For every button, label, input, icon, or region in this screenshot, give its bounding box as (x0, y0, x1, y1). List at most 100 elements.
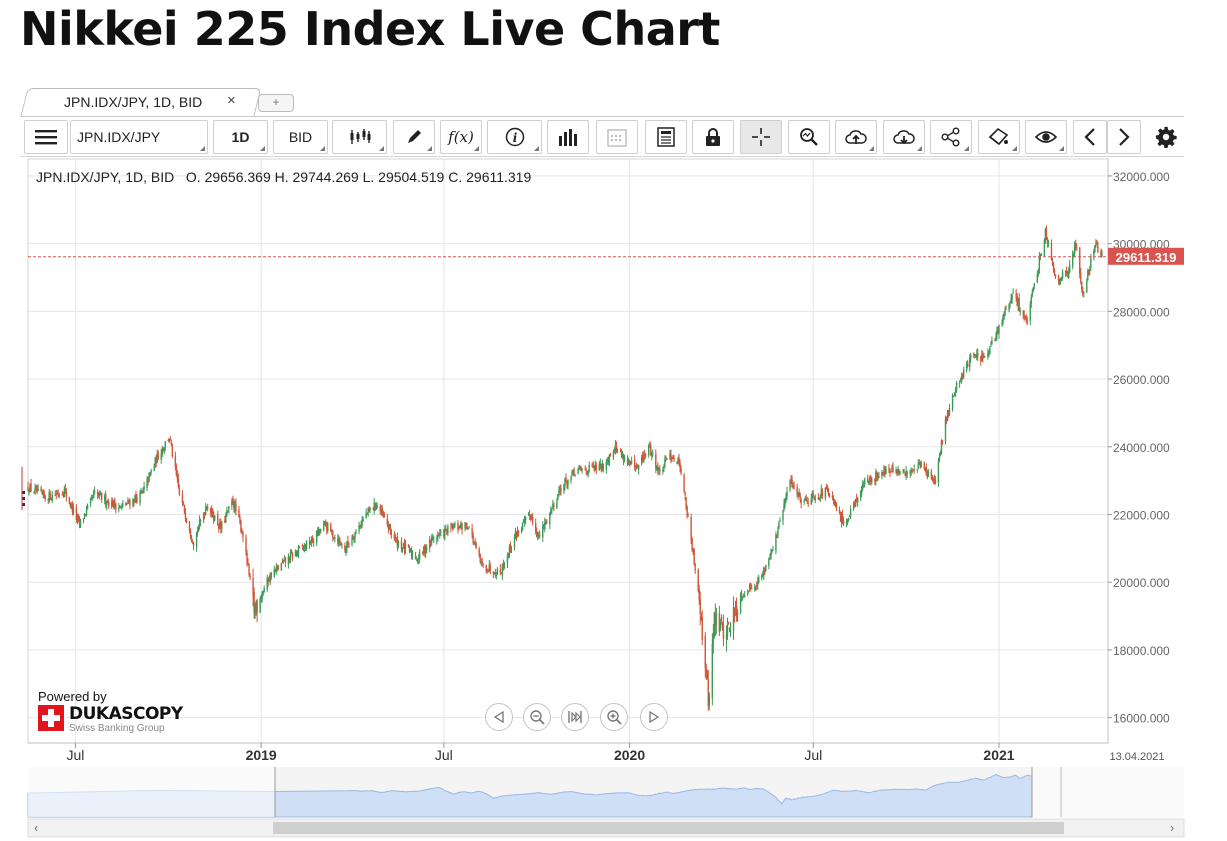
download-button[interactable] (883, 120, 925, 154)
candle-body (580, 466, 582, 469)
candle-body (722, 624, 725, 639)
candle-body (1026, 319, 1028, 322)
candle-body (874, 479, 876, 481)
candle-body (202, 513, 205, 521)
pan-right-button[interactable] (640, 703, 668, 731)
candle-body (727, 622, 730, 624)
candle-body (559, 489, 561, 493)
candle-body (115, 504, 117, 510)
candle-body (93, 490, 96, 493)
candle-body (224, 520, 226, 522)
candle-body (410, 550, 413, 557)
add-tab-button[interactable]: + (258, 94, 294, 112)
scrollbar-left-arrow[interactable]: ‹ (34, 820, 39, 835)
chart-tab-label[interactable]: JPN.IDX/JPY, 1D, BID (64, 94, 203, 110)
lock-button[interactable] (692, 120, 734, 154)
candle-body (471, 528, 473, 535)
news-button[interactable] (645, 120, 687, 154)
candle-body (260, 596, 262, 601)
function-icon: f(x) (448, 128, 474, 146)
candle-body (1081, 281, 1083, 290)
candle-body (380, 509, 382, 512)
candle-body (761, 575, 763, 579)
resize-handle[interactable] (22, 491, 25, 506)
candle-body (198, 519, 201, 527)
candle-body (460, 522, 462, 526)
chart-type-button[interactable] (332, 120, 387, 154)
candle-body (397, 542, 400, 546)
candle-body (916, 469, 918, 471)
candle-body (998, 325, 1000, 334)
candle-body (43, 491, 45, 496)
candle-body (739, 594, 742, 613)
candle-body (650, 445, 652, 456)
candle-body (733, 609, 736, 611)
candle-body (213, 516, 215, 521)
zoom-in-button[interactable] (600, 703, 628, 731)
crosshair-button[interactable] (740, 120, 782, 154)
navigator-scroll-thumb[interactable] (273, 822, 1064, 834)
price-side-selector[interactable]: BID (273, 120, 328, 154)
navigator[interactable] (27, 767, 1185, 838)
zoom-out-button[interactable] (523, 703, 551, 731)
candle-body (1036, 273, 1039, 283)
theme-icon (988, 127, 1009, 146)
scrollbar-right-arrow[interactable]: › (1170, 820, 1175, 835)
menu-button[interactable] (24, 120, 68, 154)
candle-body (76, 516, 79, 520)
indicators-button[interactable]: f(x) (440, 120, 482, 154)
candle-body (376, 506, 378, 508)
theme-button[interactable] (978, 120, 1020, 154)
zoom-icon (800, 128, 818, 146)
candle-body (996, 330, 998, 336)
tab-close-icon[interactable]: × (227, 92, 236, 109)
candle-body (520, 529, 523, 532)
candle-body (826, 486, 829, 489)
info-button[interactable]: i (487, 120, 542, 154)
candle-body (457, 523, 459, 529)
candle-body (1029, 304, 1031, 321)
candle-body (253, 591, 255, 613)
pan-left-button[interactable] (485, 703, 513, 731)
candle-body (1012, 292, 1014, 294)
scroll-left-button[interactable] (1073, 120, 1107, 154)
candle-body (602, 464, 605, 470)
candle-body (302, 548, 305, 549)
candle-body (531, 516, 534, 523)
candle-body (783, 503, 785, 511)
period-selector[interactable]: 1D (213, 120, 268, 154)
candle-body (940, 440, 943, 455)
settings-button[interactable] (1148, 120, 1184, 154)
candle-body (351, 538, 353, 545)
candle-body (635, 466, 638, 468)
visibility-button[interactable] (1025, 120, 1067, 154)
candle-body (372, 508, 374, 510)
candle-body (128, 499, 130, 503)
candle-body (344, 545, 346, 551)
candle-body (736, 612, 739, 616)
candle-body (720, 617, 723, 622)
candle-body (778, 521, 780, 529)
candle-body (899, 471, 901, 473)
reset-zoom-button[interactable] (561, 703, 589, 731)
candle-body (432, 537, 434, 539)
candle-body (813, 497, 815, 500)
candle-body (553, 505, 555, 508)
ohlc-readout: JPN.IDX/JPY, 1D, BID O. 29656.369 H. 297… (36, 169, 532, 185)
drawing-tools-button[interactable] (393, 120, 435, 154)
candle-body (44, 495, 46, 500)
volume-button[interactable] (547, 120, 589, 154)
zoom-button[interactable] (788, 120, 830, 154)
candle-body (247, 562, 249, 565)
candle-body (726, 624, 729, 637)
symbol-selector[interactable]: JPN.IDX/JPY (70, 120, 208, 154)
candle-body (338, 539, 340, 544)
dukascopy-logo[interactable]: DUKASCOPY Swiss Banking Group (38, 704, 183, 735)
candle-body (981, 354, 983, 362)
calendar-button[interactable] (596, 120, 638, 154)
share-button[interactable] (930, 120, 972, 154)
upload-button[interactable] (835, 120, 877, 154)
scroll-right-button[interactable] (1107, 120, 1141, 154)
candle-body (987, 353, 989, 357)
